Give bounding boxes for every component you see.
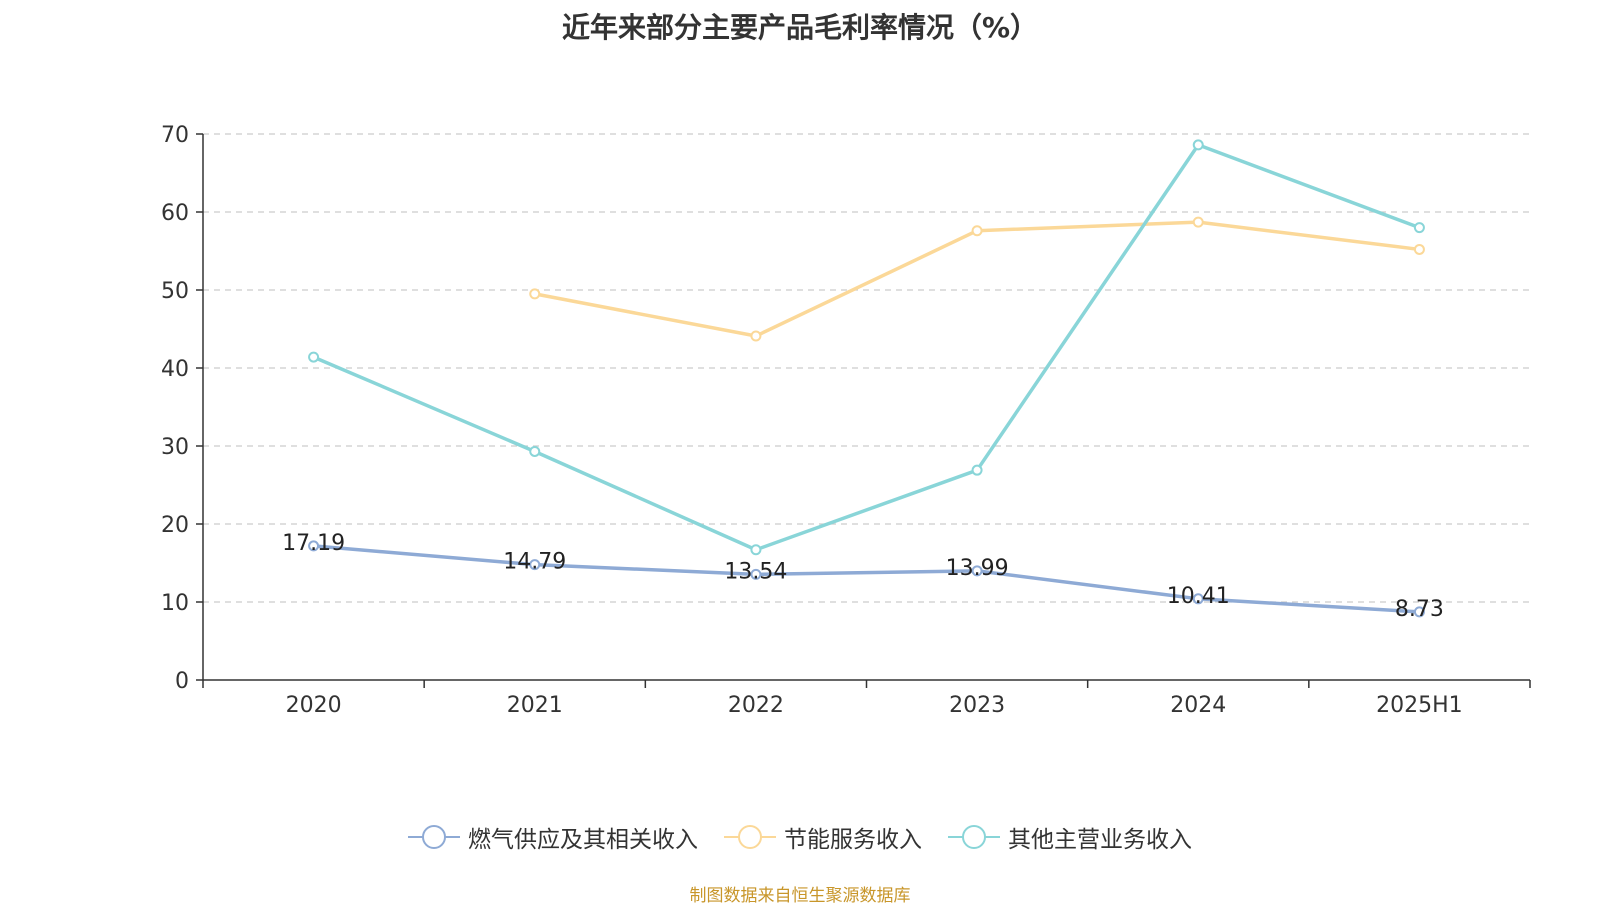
data-point-2-2021 xyxy=(529,445,541,457)
legend: 燃气供应及其相关收入 节能服务收入 其他主营业务收入 xyxy=(0,820,1600,854)
data-point-0-2020 xyxy=(308,540,320,552)
data-point-2-2024 xyxy=(1192,139,1204,151)
y-tick-label-20: 20 xyxy=(161,513,189,538)
series-line-0 xyxy=(313,544,1420,614)
data-point-1-2021 xyxy=(529,288,541,300)
data-point-2-2020 xyxy=(308,351,320,363)
series-line-1 xyxy=(534,220,1420,338)
data-point-2-2022 xyxy=(750,544,762,556)
y-tick-label-10: 10 xyxy=(161,591,189,616)
data-source-note: 制图数据来自恒生聚源数据库 xyxy=(689,886,911,906)
data-point-2-2023 xyxy=(971,464,983,476)
data-label-0-2020: 17.19 xyxy=(282,531,345,556)
legend-label-gas: 燃气供应及其相关收入 xyxy=(468,827,698,853)
data-point-0-2024 xyxy=(1192,593,1204,605)
data-point-0-2022 xyxy=(750,568,762,580)
data-point-1-2022 xyxy=(750,330,762,342)
x-tick-label-2024: 2024 xyxy=(1170,693,1226,718)
data-label-0-2023: 13.99 xyxy=(946,556,1009,581)
data-label-0-2024: 10.41 xyxy=(1167,584,1230,609)
data-point-2-2025H1 xyxy=(1413,222,1425,234)
y-tick-label-0: 0 xyxy=(175,669,189,694)
legend-marker-other xyxy=(948,825,1000,849)
data-point-1-2024 xyxy=(1192,216,1204,228)
data-label-0-2025H1: 8.73 xyxy=(1395,597,1444,622)
legend-marker-gas xyxy=(408,825,460,849)
x-tick-label-2021: 2021 xyxy=(507,693,563,718)
y-tick-label-60: 60 xyxy=(161,201,189,226)
x-tick-label-2022: 2022 xyxy=(728,693,784,718)
series-line-2 xyxy=(312,143,1421,552)
legend-label-other: 其他主营业务收入 xyxy=(1008,827,1192,853)
chart-title: 近年来部分主要产品毛利率情况（%） xyxy=(561,11,1039,44)
y-tick-label-40: 40 xyxy=(161,357,189,382)
data-point-0-2025H1 xyxy=(1413,606,1425,618)
line-chart: 0 10 20 30 40 50 60 70 2020 2021 2022 2023 2024 2025H… xyxy=(161,123,1531,718)
data-point-0-2021 xyxy=(529,559,541,571)
data-point-0-2023 xyxy=(971,565,983,577)
x-tick-label-2020: 2020 xyxy=(286,693,342,718)
x-tick-label-2023: 2023 xyxy=(949,693,1005,718)
legend-label-energy: 节能服务收入 xyxy=(784,827,922,853)
data-label-0-2022: 13.54 xyxy=(724,559,787,584)
data-point-1-2023 xyxy=(971,225,983,237)
legend-item-energy[interactable]: 节能服务收入 xyxy=(724,820,922,854)
x-tick-label-2025H1: 2025H1 xyxy=(1376,693,1463,718)
legend-marker-energy xyxy=(724,825,776,849)
data-label-0-2021: 14.79 xyxy=(503,550,566,575)
legend-item-other[interactable]: 其他主营业务收入 xyxy=(948,820,1192,854)
y-tick-label-50: 50 xyxy=(161,279,189,304)
y-tick-label-30: 30 xyxy=(161,435,189,460)
data-point-1-2025H1 xyxy=(1413,243,1425,255)
legend-item-gas[interactable]: 燃气供应及其相关收入 xyxy=(408,820,698,854)
y-tick-label-70: 70 xyxy=(161,123,189,148)
